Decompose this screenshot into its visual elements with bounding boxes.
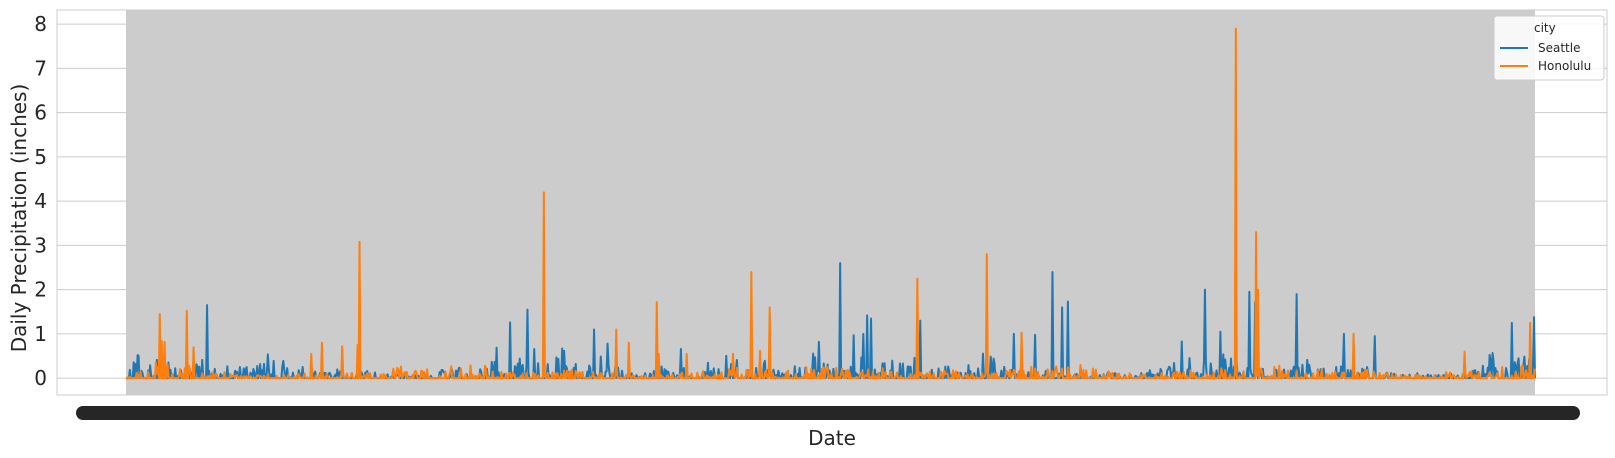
legend-entry-seattle: Seattle — [1538, 41, 1580, 55]
y-tick-label: 1 — [34, 322, 47, 346]
series-line-honolulu — [125, 27, 1536, 380]
y-tick-label: 2 — [34, 278, 47, 302]
x-axis-label: Date — [808, 426, 856, 450]
y-tick-label: 0 — [34, 366, 47, 390]
legend-title: city — [1534, 21, 1556, 35]
y-tick-label: 6 — [34, 101, 47, 125]
y-tick-label: 3 — [34, 233, 47, 257]
legend-entry-honolulu: Honolulu — [1538, 59, 1591, 73]
y-tick-label: 8 — [34, 12, 47, 36]
y-tick-label: 5 — [34, 145, 47, 169]
y-axis-ticks: 0 1 2 3 4 5 6 7 8 — [34, 12, 47, 390]
y-axis-label: Daily Precipitation (inches) — [7, 84, 31, 353]
x-tick-labels-overlap — [76, 406, 1580, 420]
legend-box — [1493, 15, 1605, 81]
dense-tick-band — [126, 10, 1535, 395]
x-axis-ticks — [76, 406, 1580, 420]
legend: city Seattle Honolulu — [1493, 15, 1605, 81]
plot-area — [56, 9, 1608, 396]
y-tick-label: 4 — [34, 189, 47, 213]
y-tick-label: 7 — [34, 56, 47, 80]
